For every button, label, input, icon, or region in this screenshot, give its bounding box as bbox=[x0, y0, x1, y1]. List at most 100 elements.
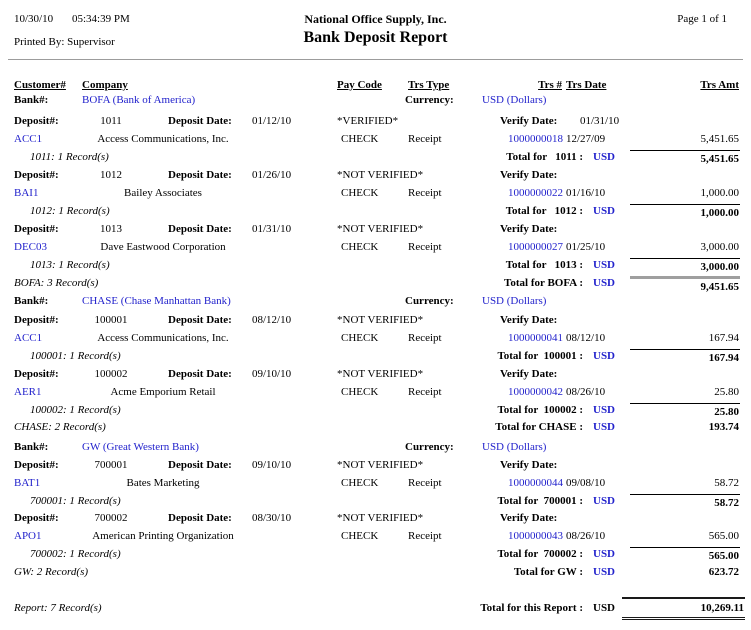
trs-number-link[interactable]: 1000000022 bbox=[508, 187, 563, 199]
customer-link[interactable]: BAI1 bbox=[14, 187, 39, 199]
customer-link[interactable]: AER1 bbox=[14, 386, 42, 398]
customer-link[interactable]: APO1 bbox=[14, 530, 42, 542]
trs-number-link[interactable]: 1000000041 bbox=[508, 332, 563, 344]
report-title: Bank Deposit Report bbox=[303, 29, 448, 46]
trs-date-cell: 01/25/10 bbox=[566, 241, 606, 253]
currency-label: Currency: bbox=[405, 441, 454, 453]
bank-name-link[interactable]: GW (Great Western Bank) bbox=[82, 441, 199, 453]
usd-link[interactable]: USD bbox=[593, 495, 616, 507]
total-label: Total for 1012 : bbox=[505, 205, 583, 217]
deposit-total-row: 1011: 1 Record(s) Total for 1011 : USD 5… bbox=[0, 150, 751, 166]
deposit-number: 1012 bbox=[100, 169, 122, 181]
total-label: Total for 100002 : bbox=[497, 404, 583, 416]
trs-number-link[interactable]: 1000000018 bbox=[508, 133, 563, 145]
total-label: Total for 100001 : bbox=[497, 350, 583, 362]
deposit-date: 08/30/10 bbox=[252, 512, 292, 524]
bank-total-label: Total for GW : bbox=[513, 566, 583, 578]
deposit-label: Deposit#: bbox=[14, 459, 59, 471]
usd-link[interactable]: USD bbox=[593, 548, 616, 560]
usd-link[interactable]: USD bbox=[593, 350, 616, 362]
record-note: 100002: 1 Record(s) bbox=[30, 404, 121, 416]
trs-number-link[interactable]: 1000000044 bbox=[508, 477, 563, 489]
deposit-status: *NOT VERIFIED* bbox=[337, 459, 424, 471]
pay-code-cell: CHECK bbox=[341, 386, 379, 398]
deposit-date: 09/10/10 bbox=[252, 459, 292, 471]
customer-link[interactable]: ACC1 bbox=[14, 332, 43, 344]
usd-link[interactable]: USD bbox=[593, 259, 616, 271]
total-label: Total for 700002 : bbox=[497, 548, 583, 560]
printed-by: Printed By: Supervisor bbox=[14, 36, 115, 48]
deposit-date: 09/10/10 bbox=[252, 368, 292, 380]
trs-number-link[interactable]: 1000000027 bbox=[508, 241, 563, 253]
total-amount: 1,000.00 bbox=[630, 204, 740, 220]
trs-amount-cell: 1,000.00 bbox=[700, 187, 740, 199]
transaction-row: ACC1 Access Communications, Inc. CHECK R… bbox=[0, 132, 751, 148]
deposit-header-row: Deposit#: 1011 Deposit Date: 01/12/10 *V… bbox=[0, 114, 751, 130]
customer-link[interactable]: BAT1 bbox=[14, 477, 41, 489]
deposit-status: *NOT VERIFIED* bbox=[337, 512, 424, 524]
total-label: Total for 1011 : bbox=[506, 151, 583, 163]
deposit-total-row: 700001: 1 Record(s) Total for 700001 : U… bbox=[0, 494, 751, 510]
deposit-total-row: 100002: 1 Record(s) Total for 100002 : U… bbox=[0, 403, 751, 419]
bank-name-link[interactable]: CHASE (Chase Manhattan Bank) bbox=[82, 295, 231, 307]
trs-type-cell: Receipt bbox=[408, 187, 442, 199]
company-cell: Access Communications, Inc. bbox=[97, 133, 229, 145]
trs-amount-cell: 565.00 bbox=[708, 530, 739, 542]
currency-value-link[interactable]: USD (Dollars) bbox=[482, 441, 547, 453]
bank-label: Bank#: bbox=[14, 295, 49, 307]
company-cell: Bates Marketing bbox=[126, 477, 200, 489]
pay-code-cell: CHECK bbox=[341, 477, 379, 489]
trs-type-cell: Receipt bbox=[408, 477, 442, 489]
currency-value-link[interactable]: USD (Dollars) bbox=[482, 94, 547, 106]
transaction-row: BAT1 Bates Marketing CHECK Receipt 10000… bbox=[0, 476, 751, 492]
currency-value-link[interactable]: USD (Dollars) bbox=[482, 295, 547, 307]
customer-link[interactable]: ACC1 bbox=[14, 133, 43, 145]
deposit-date-label: Deposit Date: bbox=[168, 223, 232, 235]
deposit-header-row: Deposit#: 1013 Deposit Date: 01/31/10 *N… bbox=[0, 222, 751, 238]
deposit-header-row: Deposit#: 700002 Deposit Date: 08/30/10 … bbox=[0, 511, 751, 527]
deposit-date-label: Deposit Date: bbox=[168, 459, 232, 471]
bank-total-label: Total for BOFA : bbox=[504, 277, 583, 289]
usd-link[interactable]: USD bbox=[593, 404, 616, 416]
deposit-label: Deposit#: bbox=[14, 314, 59, 326]
record-note: 1013: 1 Record(s) bbox=[30, 259, 110, 271]
trs-number-link[interactable]: 1000000043 bbox=[508, 530, 563, 542]
total-amount: 565.00 bbox=[630, 547, 740, 563]
verify-date: 01/31/10 bbox=[580, 115, 620, 127]
bank-header-row: Bank#: GW (Great Western Bank) Currency:… bbox=[0, 440, 751, 456]
usd-link[interactable]: USD bbox=[593, 566, 616, 578]
bank-total-label: Total for CHASE : bbox=[495, 421, 583, 433]
usd-link[interactable]: USD bbox=[593, 277, 616, 289]
usd-link[interactable]: USD bbox=[593, 205, 616, 217]
deposit-label: Deposit#: bbox=[14, 115, 59, 127]
pay-code-cell: CHECK bbox=[341, 530, 379, 542]
deposit-header-row: Deposit#: 1012 Deposit Date: 01/26/10 *N… bbox=[0, 168, 751, 184]
report-header-row2: Printed By: Supervisor Bank Deposit Repo… bbox=[0, 29, 751, 53]
total-amount: 25.80 bbox=[630, 403, 740, 419]
deposit-number: 100002 bbox=[94, 368, 128, 380]
pay-code-cell: CHECK bbox=[341, 332, 379, 344]
deposit-number: 700001 bbox=[94, 459, 128, 471]
trs-number-link[interactable]: 1000000042 bbox=[508, 386, 563, 398]
deposit-header-row: Deposit#: 100001 Deposit Date: 08/12/10 … bbox=[0, 313, 751, 329]
pay-code-cell: CHECK bbox=[341, 187, 379, 199]
customer-link[interactable]: DEC03 bbox=[14, 241, 47, 253]
deposit-total-row: 100001: 1 Record(s) Total for 100001 : U… bbox=[0, 349, 751, 365]
bank-label: Bank#: bbox=[14, 94, 49, 106]
deposit-date-label: Deposit Date: bbox=[168, 368, 232, 380]
company-name: National Office Supply, Inc. bbox=[304, 12, 447, 26]
trs-date-cell: 08/12/10 bbox=[566, 332, 606, 344]
usd-link[interactable]: USD bbox=[593, 421, 616, 433]
bank-name-link[interactable]: BOFA (Bank of America) bbox=[82, 94, 196, 106]
col-header-pay-code: Pay Code bbox=[337, 79, 382, 91]
company-cell: Acme Emporium Retail bbox=[110, 386, 216, 398]
report-total-row: Report: 7 Record(s) Total for this Repor… bbox=[0, 597, 751, 620]
bank-header-row: Bank#: CHASE (Chase Manhattan Bank) Curr… bbox=[0, 294, 751, 310]
report-date: 10/30/10 bbox=[14, 13, 54, 25]
usd-link[interactable]: USD bbox=[593, 151, 616, 163]
record-note: 700001: 1 Record(s) bbox=[30, 495, 121, 507]
bank-total-amount: 9,451.65 bbox=[630, 276, 740, 294]
company-cell: Access Communications, Inc. bbox=[97, 332, 229, 344]
trs-date-cell: 09/08/10 bbox=[566, 477, 606, 489]
